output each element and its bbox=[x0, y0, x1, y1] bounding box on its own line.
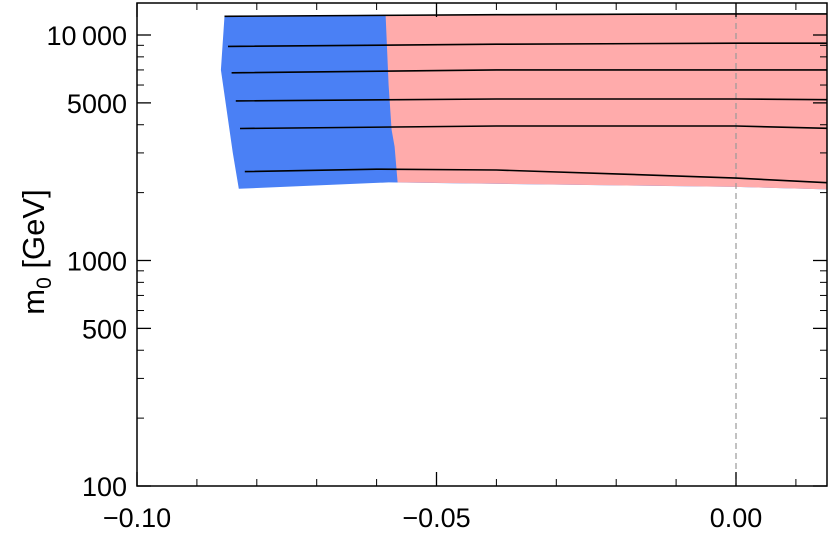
y-tick-label: 5000 bbox=[67, 89, 127, 119]
plot-frame bbox=[136, 2, 828, 487]
curve-5 bbox=[244, 168, 827, 184]
contour-curves bbox=[224, 13, 827, 184]
y-axis-label: m0 [GeV] bbox=[16, 189, 56, 314]
x-tick-label: −0.10 bbox=[103, 503, 171, 533]
curve-4 bbox=[239, 125, 827, 130]
filled-regions bbox=[220, 13, 827, 190]
y-axis-label-m: m bbox=[16, 289, 51, 315]
y-tick-label: 10 000 bbox=[47, 21, 128, 51]
y-axis-label-unit: [GeV] bbox=[16, 189, 51, 268]
region-1 bbox=[385, 13, 827, 190]
y-tick-label: 500 bbox=[82, 314, 127, 344]
curve-1 bbox=[227, 42, 827, 48]
curve-3 bbox=[235, 98, 827, 102]
curve-0 bbox=[224, 13, 827, 18]
y-tick-label: 100 bbox=[82, 472, 127, 502]
y-tick-label: 1000 bbox=[67, 247, 127, 277]
axis-ticks bbox=[136, 3, 827, 487]
x-tick-label: −0.05 bbox=[402, 503, 470, 533]
x-tick-label: 0.00 bbox=[710, 503, 763, 533]
y-axis-label-subscript: 0 bbox=[33, 277, 56, 289]
tick-labels: −0.10−0.050.000.050.101005001000500010 0… bbox=[47, 21, 763, 533]
curve-2 bbox=[231, 69, 827, 74]
